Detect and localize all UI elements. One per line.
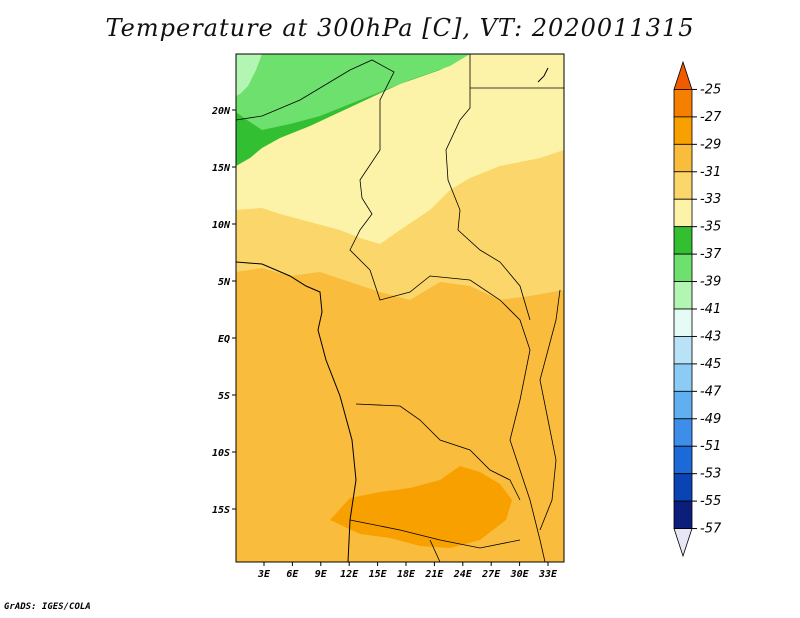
lat-tick-label: 10N <box>212 220 231 231</box>
colorbar-label: -39 <box>700 275 721 290</box>
lat-tick-label: 20N <box>211 106 231 117</box>
colorbar-label: -57 <box>700 522 722 537</box>
colorbar-swatch <box>673 253 693 282</box>
colorbar-swatch <box>673 336 693 365</box>
colorbar: -25 -27 -29 -31 -33 -35 -37 -39 -41 -43 -45 -47 -49 -… <box>673 60 722 558</box>
field-band-39 <box>236 54 470 130</box>
colorbar-label: -53 <box>700 467 721 482</box>
colorbar-swatch <box>673 226 693 255</box>
colorbar-swatch <box>673 60 693 90</box>
colorbar-label: -35 <box>700 220 721 235</box>
map-title: Temperature at 300hPa [C], VT: 202001131… <box>105 14 695 42</box>
colorbar-swatch <box>673 143 693 173</box>
border-line <box>429 539 441 562</box>
lon-tick-label: 27E <box>481 569 501 580</box>
border-line <box>236 59 395 271</box>
lon-tick-label: 9E <box>315 569 328 580</box>
lat-tick-label: EQ <box>218 334 230 345</box>
lon-tick-label: 3E <box>257 569 271 580</box>
lat-tick-label: 15N <box>212 163 231 174</box>
colorbar-label: -37 <box>700 247 722 262</box>
colorbar-swatch <box>673 198 693 228</box>
colorbar-swatch <box>673 473 693 502</box>
coastline <box>539 289 561 531</box>
lon-tick-label: 21E <box>424 569 444 580</box>
colorbar-swatch <box>673 390 693 420</box>
colorbar-swatch <box>673 116 693 145</box>
lon-tick-label: 18E <box>397 569 416 580</box>
border-line <box>445 54 531 321</box>
colorbar-swatch <box>673 281 693 310</box>
lon-tick-label: 33E <box>538 569 558 580</box>
colorbar-label: -49 <box>700 412 721 427</box>
colorbar-label: -47 <box>700 384 722 399</box>
lat-tick-label: 15S <box>212 505 230 516</box>
colorbar-label: -25 <box>700 82 721 97</box>
lat-tick-label: 5S <box>218 391 230 402</box>
lon-tick-label: 6E <box>286 569 299 580</box>
colorbar-swatch <box>673 445 693 475</box>
colorbar-swatch <box>673 418 693 447</box>
colorbar-swatch <box>673 89 693 118</box>
colorbar-label: -43 <box>700 329 721 344</box>
colorbar-label: -27 <box>700 110 722 125</box>
lon-tick-label: 12E <box>340 569 359 580</box>
colorbar-swatch <box>673 500 693 529</box>
colorbar-label: -31 <box>700 165 721 180</box>
lon-tick-label: 24E <box>453 569 473 580</box>
lon-tick-label: 30E <box>510 569 530 580</box>
colorbar-swatch <box>673 528 693 558</box>
lat-tick-label: 10S <box>212 448 230 459</box>
field-band-41 <box>236 54 262 96</box>
map-frame <box>235 53 565 563</box>
coastline <box>537 67 549 83</box>
border-line <box>369 269 546 562</box>
lon-tick-label: 15E <box>369 569 388 580</box>
latitude-axis: 20N 15N 10N 5N EQ 5S 10S 15S <box>211 106 236 516</box>
map-panel <box>235 53 565 563</box>
colorbar-label: -45 <box>700 357 721 372</box>
colorbar-label: -29 <box>700 137 721 152</box>
colorbar-swatch <box>673 363 693 392</box>
coastline <box>236 261 357 562</box>
field-band-27 <box>330 466 512 548</box>
credit-text: GrADS: IGES/COLA <box>4 602 91 612</box>
lat-tick-label: 5N <box>218 277 231 288</box>
colorbar-label: -51 <box>700 439 721 454</box>
colorbar-swatch <box>673 171 693 200</box>
colorbar-label: -33 <box>700 192 721 207</box>
colorbar-label: -55 <box>700 494 721 509</box>
colorbar-label: -41 <box>700 302 721 317</box>
border-line <box>355 403 521 501</box>
border-line <box>349 519 521 549</box>
colorbar-swatch <box>673 308 693 337</box>
longitude-axis: 3E 6E 9E 12E 15E 18E 21E 24E 27E 30E 33E <box>257 562 558 580</box>
